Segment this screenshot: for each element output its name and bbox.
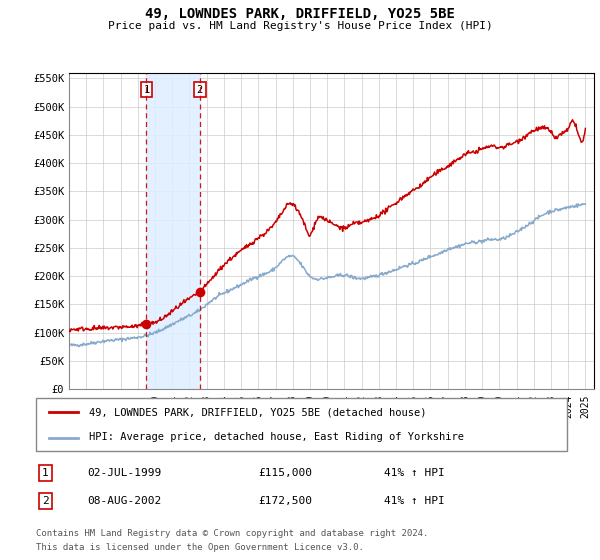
Text: 1: 1 bbox=[42, 468, 49, 478]
Text: 2: 2 bbox=[197, 85, 203, 95]
Text: Price paid vs. HM Land Registry's House Price Index (HPI): Price paid vs. HM Land Registry's House … bbox=[107, 21, 493, 31]
Text: 41% ↑ HPI: 41% ↑ HPI bbox=[384, 496, 445, 506]
Text: 08-AUG-2002: 08-AUG-2002 bbox=[87, 496, 161, 506]
Text: 41% ↑ HPI: 41% ↑ HPI bbox=[384, 468, 445, 478]
Text: 49, LOWNDES PARK, DRIFFIELD, YO25 5BE: 49, LOWNDES PARK, DRIFFIELD, YO25 5BE bbox=[145, 7, 455, 21]
Text: 1: 1 bbox=[143, 85, 149, 95]
Text: 2: 2 bbox=[42, 496, 49, 506]
Text: £115,000: £115,000 bbox=[258, 468, 312, 478]
Bar bbox=[146, 73, 200, 389]
FancyBboxPatch shape bbox=[36, 398, 567, 451]
Text: 02-JUL-1999: 02-JUL-1999 bbox=[87, 468, 161, 478]
Text: HPI: Average price, detached house, East Riding of Yorkshire: HPI: Average price, detached house, East… bbox=[89, 432, 464, 442]
Text: This data is licensed under the Open Government Licence v3.0.: This data is licensed under the Open Gov… bbox=[36, 543, 364, 552]
Text: 49, LOWNDES PARK, DRIFFIELD, YO25 5BE (detached house): 49, LOWNDES PARK, DRIFFIELD, YO25 5BE (d… bbox=[89, 408, 427, 418]
Text: Contains HM Land Registry data © Crown copyright and database right 2024.: Contains HM Land Registry data © Crown c… bbox=[36, 529, 428, 538]
Text: £172,500: £172,500 bbox=[258, 496, 312, 506]
